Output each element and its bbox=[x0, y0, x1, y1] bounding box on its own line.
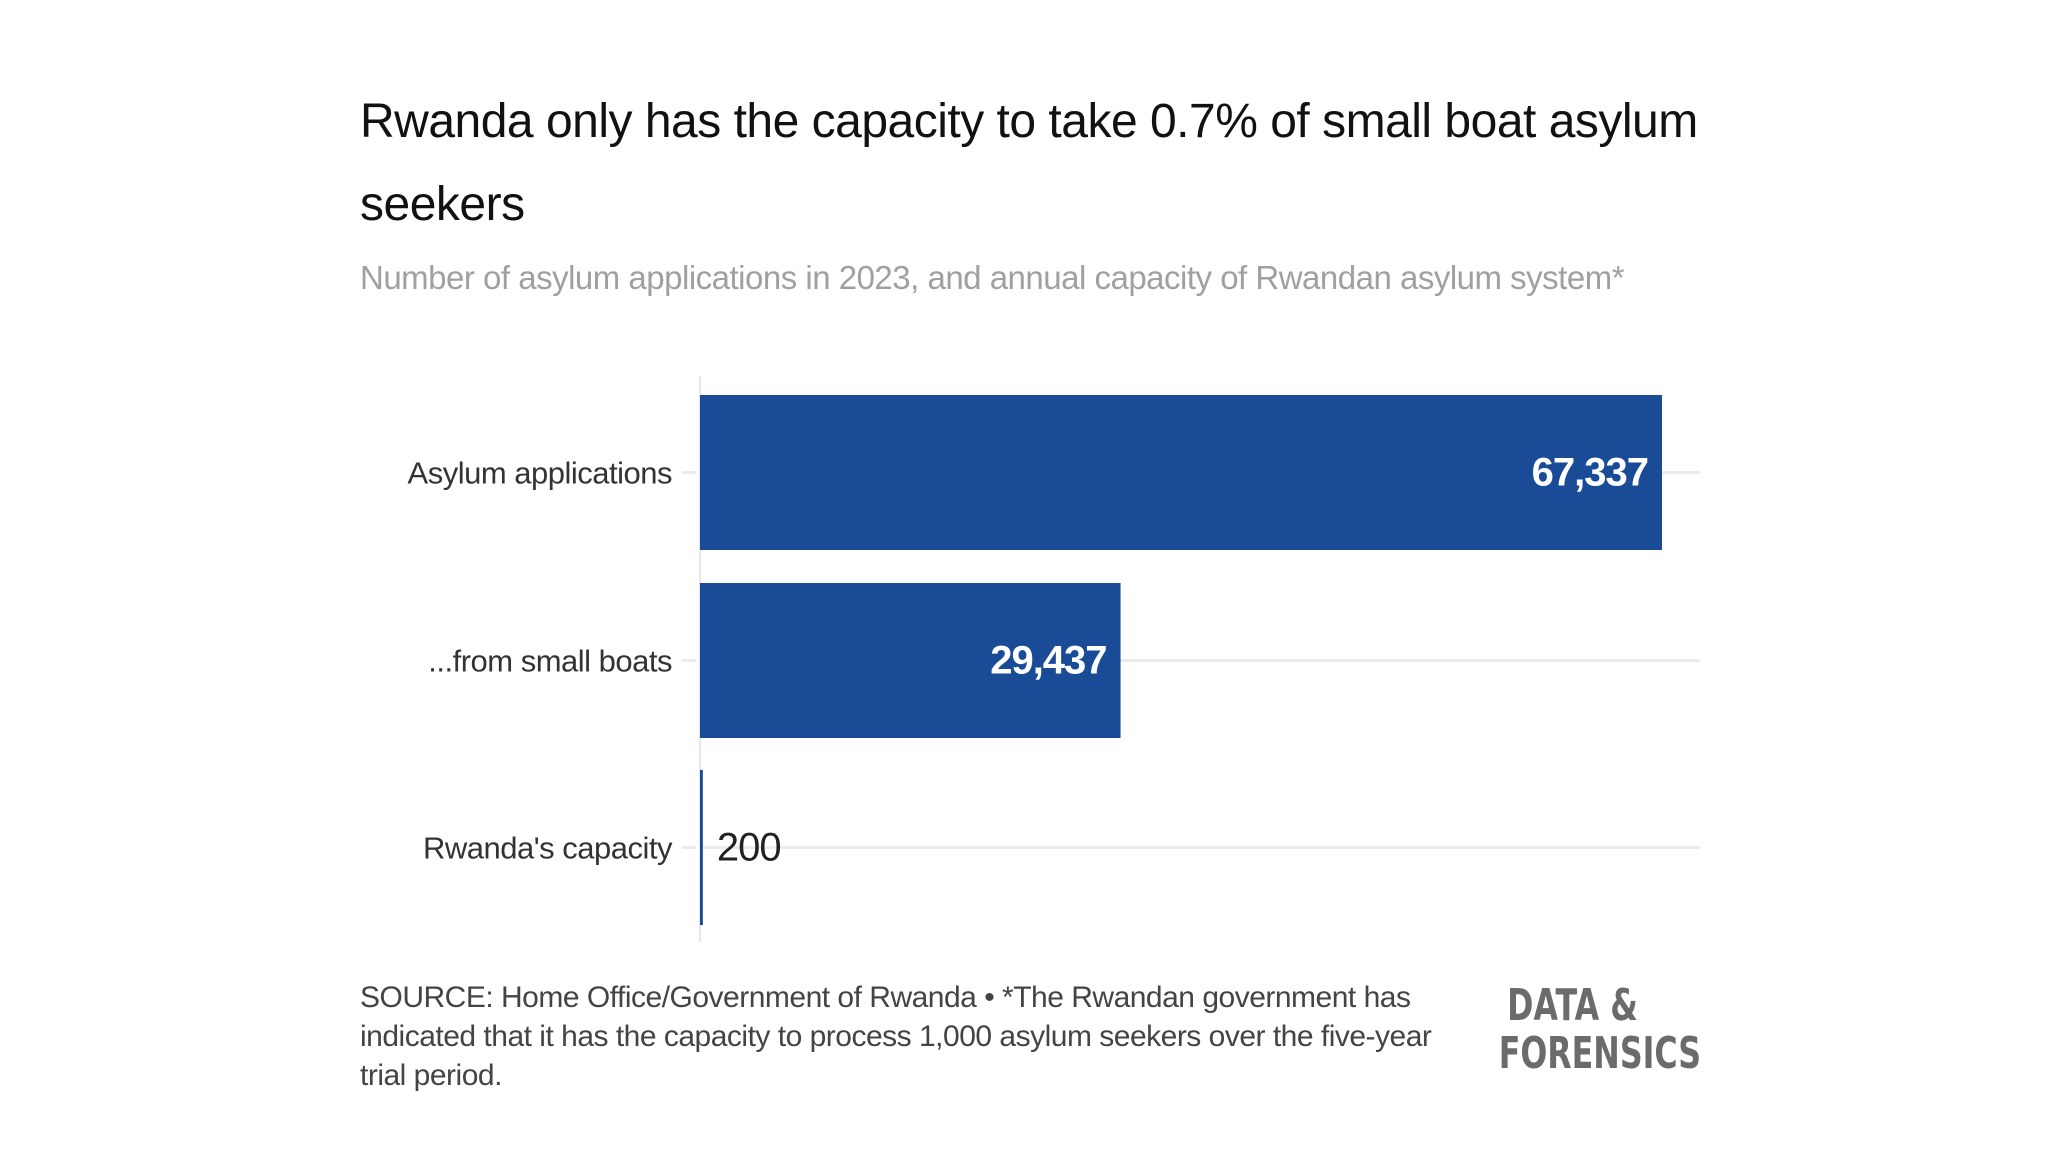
chart-title: Rwanda only has the capacity to take 0.7… bbox=[360, 95, 1698, 231]
category-label: Rwanda's capacity bbox=[423, 831, 673, 866]
chart-subtitle: Number of asylum applications in 2023, a… bbox=[360, 259, 1625, 296]
value-label: 29,437 bbox=[990, 639, 1106, 683]
logo-line-2: FORENSICS bbox=[1498, 1028, 1702, 1079]
bar bbox=[700, 395, 1662, 550]
value-label: 200 bbox=[717, 826, 781, 870]
bar bbox=[700, 583, 1121, 738]
category-label: Asylum applications bbox=[408, 456, 672, 491]
data-forensics-logo: DATA & FORENSICS bbox=[1498, 980, 1702, 1079]
value-label: 67,337 bbox=[1532, 451, 1648, 495]
source-note: SOURCE: Home Office/Government of Rwanda… bbox=[360, 981, 1432, 1092]
logo-line-1: DATA & bbox=[1507, 980, 1638, 1031]
category-label: ...from small boats bbox=[428, 644, 672, 679]
bar bbox=[700, 770, 703, 925]
